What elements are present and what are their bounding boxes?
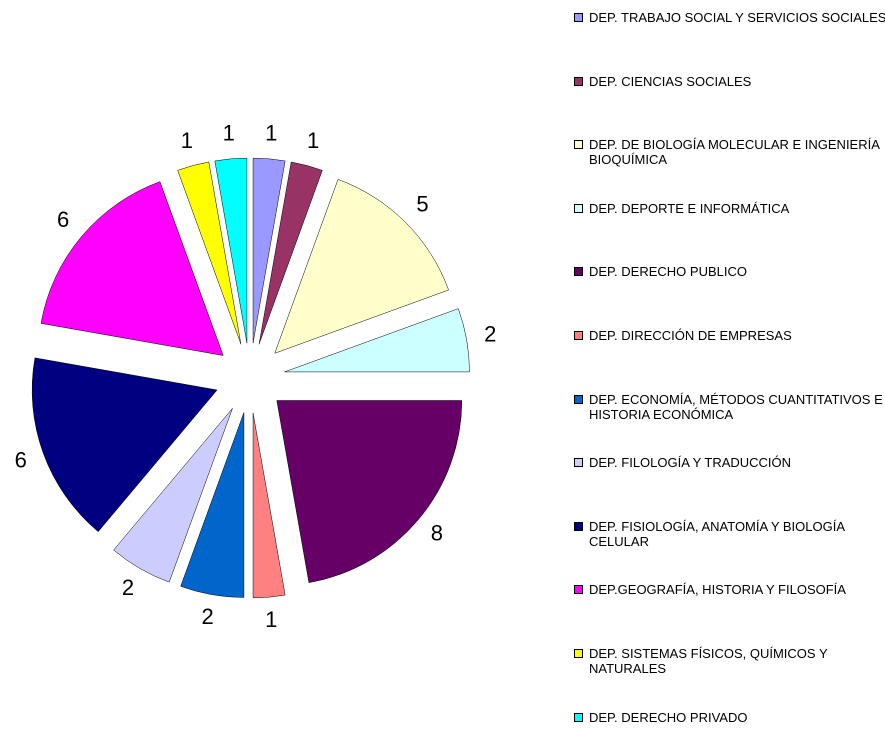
legend-swatch [574,712,583,722]
pie-slice [274,179,449,354]
pie-slice [252,412,286,599]
legend-swatch [574,458,583,468]
legend-swatch [574,585,583,595]
data-label: 1 [265,121,277,146]
legend-swatch [574,76,583,86]
pie-slice [284,308,470,373]
legend-swatch [574,267,583,277]
pie-slice [113,408,233,583]
legend-swatch [574,521,583,531]
data-label: 2 [122,575,134,600]
data-label: 2 [202,604,214,629]
legend-label: DEP. DIRECCIÓN DE EMPRESAS [589,328,792,343]
pie-slice [31,357,218,533]
legend-label: DEP. FISIOLOGÍA, ANATOMÍA Y BIOLOGÍA CEL… [589,518,845,549]
legend-swatch [574,649,583,658]
legend-swatch [574,13,583,22]
legend-label: DEP. DE BIOLOGÍA MOLECULAR E INGENIERÍA … [589,137,880,168]
legend-entry: DEP. DEPORTE E INFORMÁTICA [574,201,885,216]
legend-label: DEP. DERECHO PRIVADO [589,709,748,725]
legend-swatch [574,394,583,404]
legend-swatch [574,331,583,340]
legend-entry: DEP. DERECHO PUBLICO [574,264,885,279]
legend-entry: DEP. DE BIOLOGÍA MOLECULAR E INGENIERÍA … [574,137,885,167]
data-label: 1 [181,128,193,153]
legend-label: DEP. CIENCIAS SOCIALES [589,73,752,89]
pie-chart: 1 1 5 2 8 1 2 2 6 6 1 1 [15,121,497,632]
data-label: 6 [15,447,27,472]
data-label: 1 [223,121,235,146]
pie-slice [40,181,224,356]
data-label: 6 [57,207,69,232]
legend-entry: DEP. FILOLOGÍA Y TRADUCCIÓN [574,455,885,470]
legend-label: DEP.GEOGRAFÍA, HISTORIA Y FILOSOFÍA [589,582,846,598]
data-label: 5 [416,191,428,216]
legend-entry: DEP. TRABAJO SOCIAL Y SERVICIOS SOCIALES [574,10,885,25]
data-label: 1 [307,128,319,153]
pie-slice [180,412,245,598]
legend-entry: DEP. CIENCIAS SOCIALES [574,74,885,89]
legend-entry: DEP. DERECHO PRIVADO [574,710,885,725]
legend-entry: DEP. ECONOMÍA, MÉTODOS CUANTITATIVOS E H… [574,392,885,422]
data-label: 8 [431,521,443,546]
pie-slice [252,157,286,344]
legend-entry: DEP. FISIOLOGÍA, ANATOMÍA Y BIOLOGÍA CEL… [574,519,885,549]
legend-entry: DEP.GEOGRAFÍA, HISTORIA Y FILOSOFÍA [574,582,885,597]
data-label: 1 [265,607,277,632]
legend-swatch [574,203,583,213]
legend-label: DEP. FILOLOGÍA Y TRADUCCIÓN [589,455,792,471]
legend-label: DEP. SISTEMAS FÍSICOS, QUÍMICOS Y NATURA… [589,646,828,676]
legend-entry: DEP. SISTEMAS FÍSICOS, QUÍMICOS Y NATURA… [574,646,885,676]
pie-slice [276,400,463,583]
pie-slice [258,161,323,345]
pie-slice [214,157,248,344]
legend-label: DEP. DERECHO PUBLICO [589,264,747,280]
legend-label: DEP. ECONOMÍA, MÉTODOS CUANTITATIVOS E H… [589,391,883,422]
legend-label: DEP. TRABAJO SOCIAL Y SERVICIOS SOCIALES [589,10,885,25]
legend-swatch [574,140,583,150]
legend-label: DEP. DEPORTE E INFORMÁTICA [589,200,790,216]
legend-entry: DEP. DIRECCIÓN DE EMPRESAS [574,328,885,343]
pie-slice [177,161,242,345]
data-label: 2 [484,321,496,346]
